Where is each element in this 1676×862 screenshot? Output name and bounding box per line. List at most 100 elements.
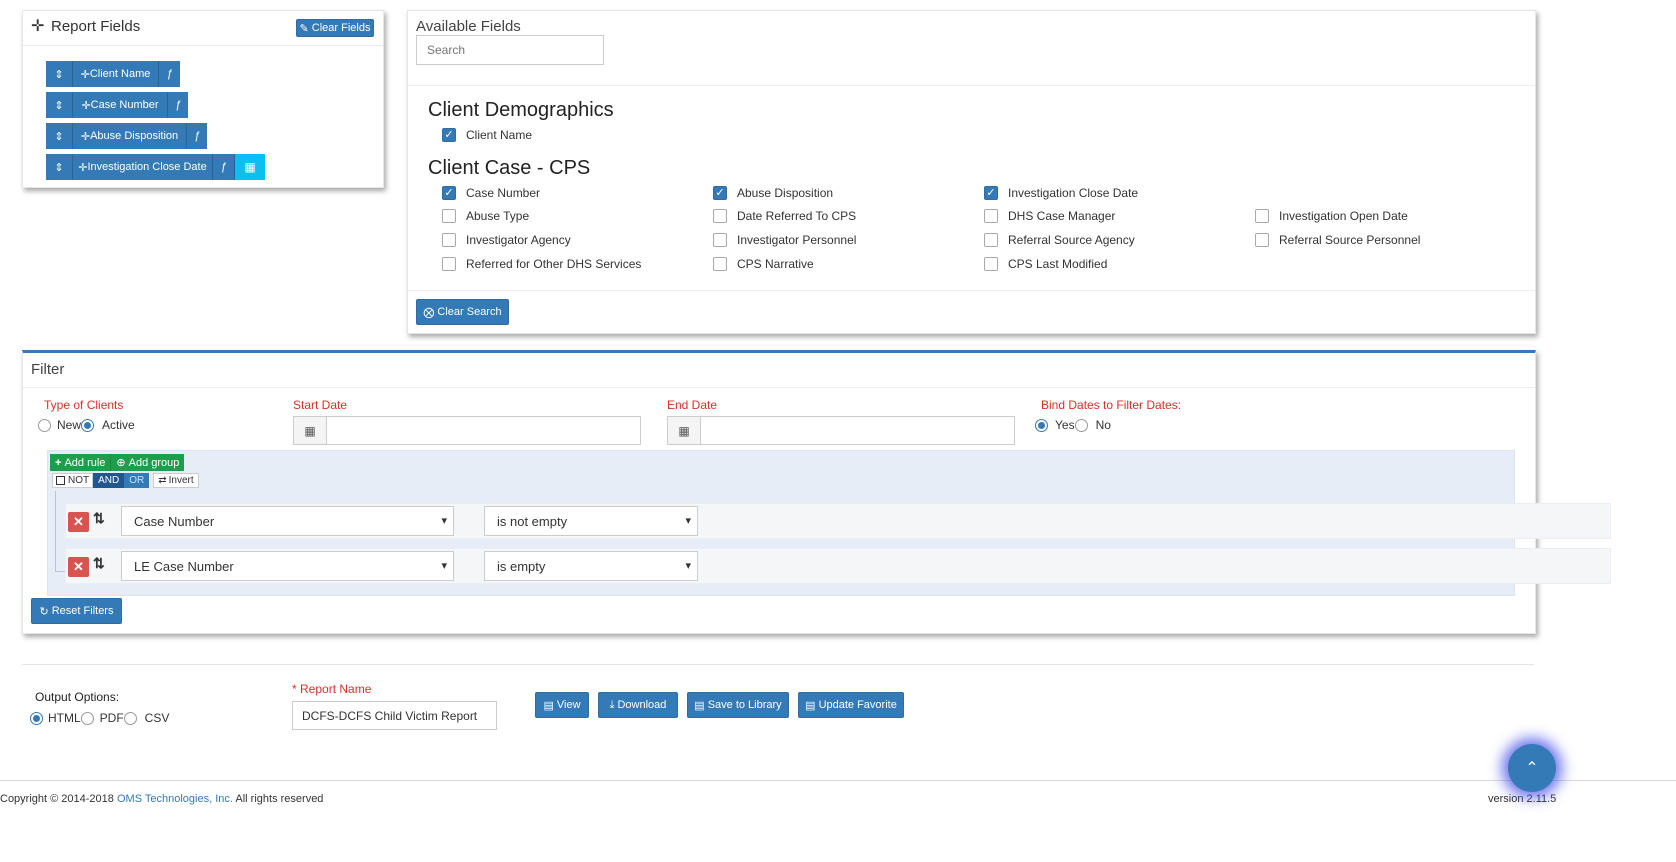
radio-active[interactable] [81, 418, 95, 432]
save-icon: ▤ [694, 699, 705, 712]
checkbox-unchecked[interactable] [984, 233, 998, 247]
report-field-label[interactable]: ✛ Abuse Disposition [73, 123, 187, 149]
report-field-item[interactable]: ⇕ ✛ Case Number ƒ [46, 92, 188, 118]
report-name-label: * Report Name [292, 682, 372, 696]
function-icon[interactable]: ƒ [187, 123, 207, 149]
start-date-label: Start Date [293, 398, 348, 412]
rule-operator-select[interactable]: is empty [484, 551, 698, 581]
sort-arrows-icon[interactable]: ⇅ [93, 510, 105, 526]
calendar-icon[interactable]: ▦ [668, 417, 701, 444]
drag-icon: ✛ [81, 99, 91, 112]
rule-operator-select[interactable]: is not empty [484, 506, 698, 536]
invert-button[interactable]: ⇄ Invert [153, 473, 199, 488]
checkbox-unchecked[interactable] [984, 209, 998, 223]
update-favorite-button[interactable]: ▤ Update Favorite [798, 692, 904, 718]
checkbox-investigation-close-date[interactable]: ✓ Investigation Close Date [984, 186, 1138, 200]
checkbox-abuse-disposition[interactable]: ✓ Abuse Disposition [713, 186, 833, 200]
add-group-button[interactable]: ⊕ Add group [110, 454, 185, 471]
clear-search-button[interactable]: ⨂ Clear Search [416, 299, 509, 325]
checkbox-unchecked[interactable] [713, 257, 727, 271]
function-icon[interactable]: ƒ [213, 154, 235, 180]
chevron-up-icon: ⌃ [1525, 760, 1539, 777]
scroll-to-top-button[interactable]: ⌃ [1508, 744, 1556, 792]
checkbox-referred-other-dhs[interactable]: Referred for Other DHS Services [442, 257, 641, 271]
type-of-clients-label: Type of Clients [44, 398, 124, 412]
divider [22, 664, 1534, 665]
checkbox-investigator-personnel[interactable]: Investigator Personnel [713, 233, 856, 247]
download-icon: ⤓ [609, 698, 615, 711]
report-field-item[interactable]: ⇕ ✛ Investigation Close Date ƒ ▦ [46, 154, 265, 180]
calendar-icon[interactable]: ▦ [294, 417, 327, 444]
sort-handle-icon[interactable]: ⇕ [46, 92, 73, 118]
checkbox-unchecked[interactable] [442, 209, 456, 223]
checkbox-unchecked[interactable] [1255, 233, 1269, 247]
checkbox-date-referred[interactable]: Date Referred To CPS [713, 209, 856, 223]
checkbox-abuse-type[interactable]: Abuse Type [442, 209, 529, 223]
divider [23, 387, 1535, 388]
field-search-input[interactable] [416, 35, 604, 65]
checkbox-checked[interactable]: ✓ [984, 186, 998, 200]
available-fields-panel: Available Fields Client Demographics ✓Cl… [407, 10, 1536, 334]
radio-pdf[interactable] [80, 711, 94, 725]
report-field-label[interactable]: ✛ Client Name [73, 61, 159, 87]
function-icon[interactable]: ƒ [168, 92, 188, 118]
sort-handle-icon[interactable]: ⇕ [46, 154, 73, 180]
or-button[interactable]: OR [124, 473, 150, 488]
bind-dates-label: Bind Dates to Filter Dates: [1041, 398, 1182, 412]
view-button[interactable]: ▤ View [535, 692, 589, 718]
radio-csv[interactable] [123, 711, 137, 725]
radio-new[interactable] [38, 418, 51, 432]
calendar-icon[interactable]: ▦ [235, 154, 265, 180]
clear-fields-button[interactable]: ✎ Clear Fields [296, 19, 374, 37]
checkbox-unchecked[interactable] [442, 257, 456, 271]
checkbox-dhs-case-manager[interactable]: DHS Case Manager [984, 209, 1115, 223]
checkbox-cps-narrative[interactable]: CPS Narrative [713, 257, 814, 271]
checkbox-client-name[interactable]: ✓ Client Name [442, 128, 532, 142]
add-rule-button[interactable]: + Add rule [50, 454, 111, 471]
checkbox-unchecked[interactable] [442, 233, 456, 247]
checkbox-unchecked[interactable] [713, 233, 727, 247]
save-to-library-button[interactable]: ▤ Save to Library [687, 692, 789, 718]
checkbox-investigator-agency[interactable]: Investigator Agency [442, 233, 571, 247]
delete-rule-button[interactable]: ✕ [68, 512, 89, 532]
rule-field-select[interactable]: LE Case Number [121, 551, 454, 581]
end-date-input[interactable]: ▦ [667, 416, 1015, 445]
divider [408, 290, 1535, 291]
checkbox-checked[interactable]: ✓ [442, 128, 456, 142]
report-field-label[interactable]: ✛ Case Number [73, 92, 168, 118]
checkbox-referral-source-agency[interactable]: Referral Source Agency [984, 233, 1135, 247]
company-link[interactable]: OMS Technologies, Inc. [116, 793, 233, 805]
plus-circle-icon: ⊕ [116, 457, 126, 469]
report-field-item[interactable]: ⇕ ✛ Abuse Disposition ƒ [46, 123, 207, 149]
sort-handle-icon[interactable]: ⇕ [46, 61, 73, 87]
report-field-label[interactable]: ✛ Investigation Close Date [73, 154, 213, 180]
checkbox-unchecked[interactable] [984, 257, 998, 271]
footer-divider [0, 780, 1676, 781]
and-button[interactable]: AND [93, 473, 125, 488]
save-icon: ▤ [805, 699, 816, 712]
sort-handle-icon[interactable]: ⇕ [46, 123, 73, 149]
checkbox-unchecked[interactable] [713, 209, 727, 223]
reset-filters-button[interactable]: ↻ Reset Filters [31, 598, 122, 624]
checkbox-checked[interactable]: ✓ [713, 186, 727, 200]
checkbox-checked[interactable]: ✓ [442, 186, 456, 200]
radio-bind-no[interactable] [1074, 418, 1088, 432]
checkbox-unchecked[interactable] [1255, 209, 1269, 223]
checkbox-investigation-open-date[interactable]: Investigation Open Date [1255, 209, 1408, 223]
report-field-item[interactable]: ⇕ ✛ Client Name ƒ [46, 61, 180, 87]
start-date-input[interactable]: ▦ [293, 416, 641, 445]
add-rule-buttons: + Add rule ⊕ Add group [50, 454, 185, 471]
checkbox-referral-source-personnel[interactable]: Referral Source Personnel [1255, 233, 1420, 247]
radio-bind-yes[interactable] [1035, 418, 1048, 432]
function-icon[interactable]: ƒ [159, 61, 180, 87]
footer-copyright: Copyright © 2014-2018 OMS Technologies, … [0, 793, 324, 805]
radio-html[interactable] [30, 711, 43, 725]
checkbox-cps-last-modified[interactable]: CPS Last Modified [984, 257, 1107, 271]
not-toggle[interactable]: NOT [52, 473, 94, 488]
sort-arrows-icon[interactable]: ⇅ [93, 555, 105, 571]
rule-field-select[interactable]: Case Number [121, 506, 454, 536]
report-name-input[interactable] [292, 701, 497, 730]
checkbox-case-number[interactable]: ✓ Case Number [442, 186, 540, 200]
delete-rule-button[interactable]: ✕ [68, 557, 89, 577]
download-button[interactable]: ⤓ Download [598, 692, 678, 718]
